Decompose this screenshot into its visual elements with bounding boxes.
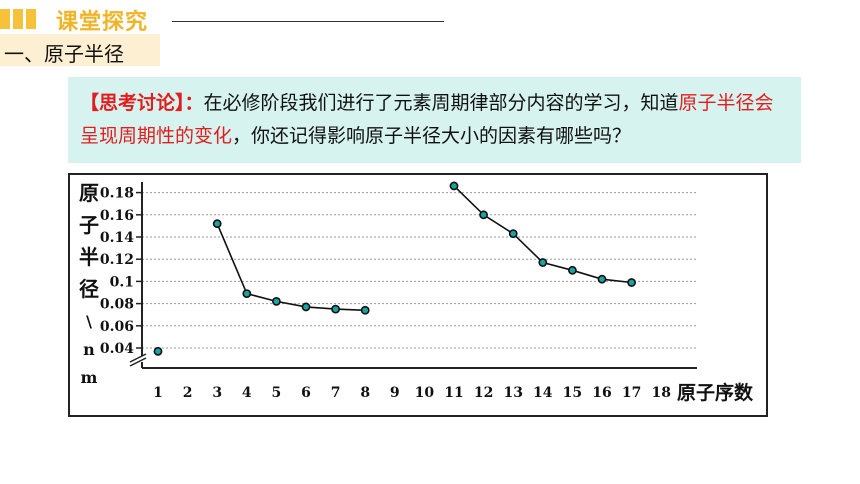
x-tick-label: 9	[390, 385, 400, 401]
section-box	[0, 34, 160, 66]
data-point	[627, 278, 636, 287]
page-title: 课堂探究	[56, 10, 149, 35]
y-tick-label: 0.12	[100, 252, 134, 268]
discussion-box: 【思考讨论】：在必修阶段我们进行了元素周期律部分内容的学习，知道原子半径会呈现周…	[68, 77, 801, 163]
x-tick-label: 17	[622, 385, 641, 401]
x-tick-label: 4	[242, 385, 252, 401]
axis-break-mark	[129, 353, 147, 363]
axis-break-mark	[129, 357, 147, 367]
header-decoration	[0, 9, 36, 29]
data-point	[212, 219, 222, 229]
header-block	[0, 9, 10, 29]
section-title: 一、原子半径	[4, 42, 124, 66]
title-underline	[172, 21, 444, 22]
data-point	[242, 289, 252, 299]
data-point	[479, 210, 488, 220]
data-point	[597, 274, 607, 284]
data-point	[331, 304, 340, 314]
data-point	[153, 346, 163, 356]
x-tick-label: 8	[360, 385, 370, 401]
data-point	[449, 181, 459, 191]
x-tick-label: 16	[592, 385, 611, 401]
series-line	[216, 223, 366, 312]
y-axis-label-char: 子	[79, 213, 99, 237]
y-axis-unit-char: \	[86, 312, 92, 331]
discussion-text: 在必修阶段我们进行了元素周期律部分内容的学习，知道	[203, 92, 679, 114]
discussion-tag: 【思考讨论】：	[80, 92, 204, 114]
y-tick-label: 0.08	[100, 297, 134, 313]
y-axis-label-char: 原	[79, 181, 99, 205]
y-axis-unit-char: m	[81, 368, 98, 387]
data-point	[508, 229, 518, 239]
data-point	[301, 302, 311, 312]
y-tick-label: 0.06	[100, 319, 134, 335]
chart-frame	[68, 173, 768, 417]
x-tick-label: 12	[474, 385, 493, 401]
y-tick-label: 0.14	[100, 230, 134, 246]
discussion-text-end: ，你还记得影响原子半径大小的因素有哪些吗？	[232, 125, 632, 147]
x-tick-label: 2	[183, 385, 193, 401]
y-tick-label: 0.16	[100, 208, 134, 224]
data-point	[568, 265, 577, 275]
x-tick-label: 7	[331, 385, 341, 401]
x-tick-label: 13	[503, 385, 522, 401]
data-point	[271, 296, 281, 306]
x-tick-label: 15	[563, 385, 582, 401]
data-point	[538, 258, 548, 267]
x-tick-label: 11	[444, 385, 463, 401]
x-tick-label: 18	[651, 385, 670, 401]
discussion-highlight: 原子半径会呈现周期性的变化	[80, 92, 774, 147]
header-block	[13, 9, 23, 29]
y-axis-unit-char: n	[83, 340, 95, 359]
series-line	[453, 185, 632, 284]
y-tick-label: 0.1	[110, 274, 134, 290]
y-axis-label-char: 半	[79, 245, 99, 269]
x-tick-label: 3	[212, 385, 222, 401]
y-axis-label-char: 径	[79, 277, 99, 301]
x-tick-label: 6	[301, 385, 311, 401]
y-tick-label: 0.18	[100, 186, 134, 202]
x-tick-label: 5	[272, 385, 282, 401]
x-tick-label: 10	[415, 385, 435, 401]
x-axis-label: 原子序数	[677, 381, 754, 404]
x-tick-label: 1	[153, 385, 163, 401]
x-tick-label: 14	[533, 385, 553, 401]
y-tick-label: 0.04	[100, 341, 134, 357]
data-point	[360, 305, 370, 315]
header-block	[26, 9, 36, 29]
